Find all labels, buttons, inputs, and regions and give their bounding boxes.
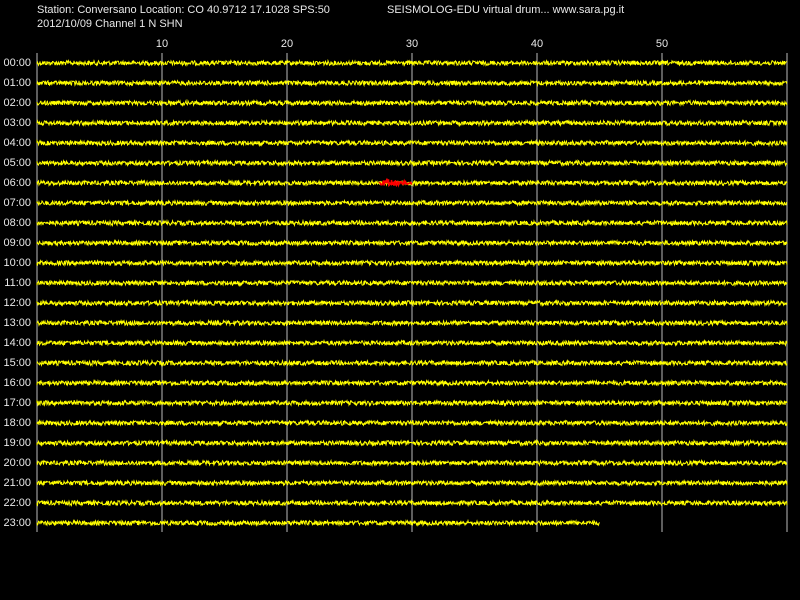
row-label: 22:00 [3, 497, 31, 509]
date-channel: 2012/10/09 Channel 1 N SHN [37, 18, 183, 30]
row-label: 17:00 [3, 397, 31, 409]
seismic-trace [36, 418, 788, 428]
seismic-trace [36, 218, 788, 228]
seismic-trace [36, 118, 788, 128]
seismic-trace [36, 258, 788, 268]
app-title: SEISMOLOG-EDU virtual drum... www.sara.p… [387, 4, 624, 16]
row-label: 02:00 [3, 97, 31, 109]
seismic-trace [36, 478, 788, 488]
seismic-event [378, 177, 413, 188]
seismic-trace [36, 398, 788, 408]
row-label: 08:00 [3, 217, 31, 229]
row-label: 11:00 [4, 277, 31, 289]
row-label: 19:00 [3, 437, 31, 449]
row-label: 10:00 [3, 257, 31, 269]
seismic-trace [36, 498, 788, 508]
seismic-trace [36, 98, 788, 108]
seismic-trace [36, 158, 788, 168]
seismic-trace [36, 298, 788, 308]
x-tick-label: 10 [156, 38, 168, 50]
x-tick-label: 40 [531, 38, 543, 50]
seismic-trace [36, 58, 788, 67]
row-label: 20:00 [3, 457, 31, 469]
row-label: 18:00 [3, 417, 31, 429]
seismic-trace [36, 78, 788, 88]
seismic-trace [36, 139, 788, 148]
seismic-trace [36, 458, 788, 468]
row-label: 00:00 [3, 57, 31, 69]
seismic-trace [36, 318, 788, 328]
x-tick-label: 30 [406, 38, 418, 50]
row-label: 15:00 [3, 357, 31, 369]
row-label: 07:00 [3, 197, 31, 209]
x-tick-label: 50 [656, 38, 668, 50]
seismic-trace [36, 338, 788, 347]
station-info: Station: Conversano Location: CO 40.9712… [37, 4, 330, 16]
row-label: 21:00 [3, 477, 31, 489]
row-label: 14:00 [3, 337, 31, 349]
row-label: 03:00 [3, 117, 31, 129]
row-label: 01:00 [3, 77, 31, 89]
seismic-trace [36, 238, 788, 248]
row-label: 13:00 [3, 317, 31, 329]
seismic-trace [36, 198, 788, 207]
row-label: 23:00 [3, 517, 31, 529]
row-label: 09:00 [3, 237, 31, 249]
seismic-trace [36, 358, 788, 368]
row-label: 12:00 [3, 297, 31, 309]
seismic-trace [36, 378, 788, 388]
row-label: 06:00 [3, 177, 31, 189]
seismic-trace [36, 438, 788, 448]
seismic-trace [36, 518, 600, 527]
row-label: 16:00 [3, 377, 31, 389]
seismic-trace [36, 279, 788, 288]
row-label: 04:00 [3, 137, 31, 149]
x-tick-label: 20 [281, 38, 293, 50]
row-label: 05:00 [3, 157, 31, 169]
